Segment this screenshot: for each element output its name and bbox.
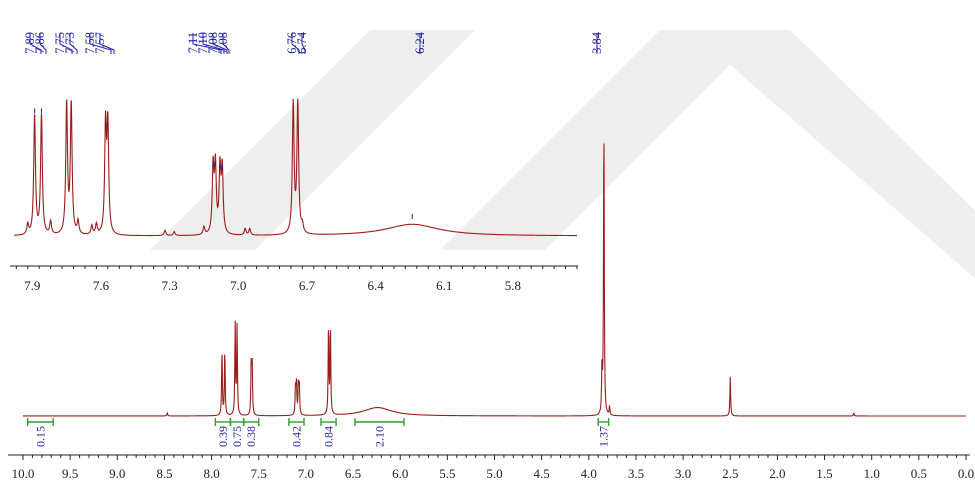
watermark <box>150 30 975 279</box>
peak-label-group: 6.766.74 <box>285 31 309 54</box>
integration-marker: 2.10 <box>354 418 405 447</box>
main-axis-tick-label: 10.0 <box>12 466 35 481</box>
peak-label-connector <box>99 33 115 54</box>
peak-label-connector <box>39 33 47 54</box>
inset-axis-tick-label: 7.9 <box>24 278 40 293</box>
main-axis-tick-label: 1.5 <box>816 466 832 481</box>
integration-marker: 0.38 <box>242 418 260 447</box>
peak-label-connector <box>291 33 300 54</box>
integration-value-label: 0.75 <box>230 426 244 447</box>
main-axis-tick-label: 5.5 <box>439 466 455 481</box>
inset-axis-tick-label: 7.6 <box>93 278 110 293</box>
integration-value-label: 0.15 <box>33 426 47 447</box>
integration-marker: 0.39 <box>214 418 232 447</box>
main-axis-tick-label: 4.0 <box>581 466 597 481</box>
peak-label-group: 7.897.86 7.757.73 7.587.57 <box>23 32 115 54</box>
peak-label-group: 7.117.107.087.08 <box>186 32 230 54</box>
inset-axis-tick-label: 7.0 <box>230 278 246 293</box>
main-axis-tick-label: 8.0 <box>203 466 219 481</box>
peak-label-connector <box>29 33 42 54</box>
peak-label-connector <box>69 33 78 54</box>
main-axis-tick-label: 9.0 <box>109 466 125 481</box>
peak-label-connector <box>301 33 306 54</box>
main-axis-tick-label: 0.0 <box>958 466 974 481</box>
integration-marker: 0.15 <box>27 418 54 447</box>
peak-label-group: 3.84 <box>590 31 604 54</box>
main-spectrum: 10.0 9.5 9.0 8.5 8.0 7.5 7.0 6.5 6.0 5.5 5.0 4.5 4.0… <box>8 143 974 481</box>
main-axis-tick-label: 2.5 <box>722 466 738 481</box>
inset-axis-tick-label: 6.7 <box>299 278 316 293</box>
integration-value-label: 1.37 <box>596 426 610 447</box>
inset-axis-tick-label: 7.3 <box>162 278 178 293</box>
integration-marker: 1.37 <box>596 418 610 447</box>
integration-value-label: 0.42 <box>289 426 303 447</box>
main-axis-tick-label: 0.5 <box>911 466 927 481</box>
main-axis-tick-label: 6.0 <box>392 466 408 481</box>
peak-label-connector <box>89 33 112 54</box>
inset-axis-tick-label: 6.1 <box>436 278 452 293</box>
inset-axis-tick-label: 6.4 <box>367 278 384 293</box>
main-spectrum-trace <box>23 143 966 417</box>
peak-labels: 7.897.86 7.757.73 7.587.57 7.117.107.087.08… <box>23 31 604 54</box>
inset-spectrum: 7.9 7.6 7.3 7.0 6.7 6.4 6.1 5.8 <box>10 98 578 293</box>
main-axis-tick-label: 7.0 <box>298 466 314 481</box>
integration-value-label: 2.10 <box>372 426 386 447</box>
main-axis-tick-label: 8.5 <box>156 466 172 481</box>
integration-marker: 0.75 <box>229 418 245 447</box>
main-axis-tick-label: 1.0 <box>864 466 880 481</box>
peak-label-connector <box>202 33 225 54</box>
integration-marker: 0.42 <box>288 418 305 447</box>
main-axis-tick-label: 9.5 <box>62 466 78 481</box>
integration-value-label: 0.38 <box>244 426 258 447</box>
integration-marker: 0.84 <box>320 418 337 447</box>
peak-label-connector <box>192 33 222 54</box>
main-axis-tick-label: 5.0 <box>486 466 502 481</box>
integration-value-label: 0.39 <box>216 426 230 447</box>
main-axis-tick-label: 7.5 <box>251 466 267 481</box>
integration-value-label: 0.84 <box>322 426 336 447</box>
inset-axis-tick-label: 5.8 <box>505 278 521 293</box>
main-axis-tick-label: 4.5 <box>534 466 550 481</box>
peak-label-connector <box>222 33 230 54</box>
peak-label-connector <box>212 33 228 54</box>
main-axis-tick-label: 6.5 <box>345 466 361 481</box>
main-axis-tick-label: 3.5 <box>628 466 644 481</box>
inset-spectrum-trace <box>13 98 577 237</box>
peak-label-connector <box>59 33 73 54</box>
main-axis-tick-label: 3.0 <box>675 466 691 481</box>
main-axis-tick-label: 2.0 <box>769 466 785 481</box>
peak-label-group: 6.24 <box>413 31 427 54</box>
